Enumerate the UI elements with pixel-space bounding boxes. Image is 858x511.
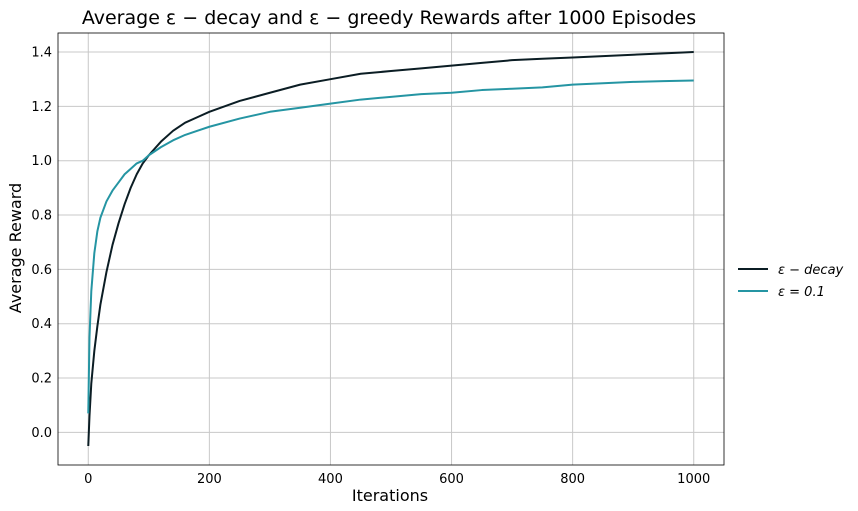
x-tick-label: 200: [197, 472, 222, 487]
x-tick-label: 1000: [677, 472, 710, 487]
y-tick-label: 0.2: [31, 372, 52, 387]
y-tick-label: 1.2: [31, 100, 52, 115]
y-axis-label: Average Reward: [6, 183, 25, 313]
x-tick-label: 400: [318, 472, 343, 487]
plot-area-frame: [57, 32, 725, 466]
legend: ε − decay ε = 0.1: [738, 263, 844, 300]
y-tick-label: 0.4: [31, 317, 52, 332]
chart-title: Average ε − decay and ε − greedy Rewards…: [82, 7, 696, 29]
legend-label-1: ε − decay: [778, 263, 844, 278]
x-tick-label: 600: [439, 472, 464, 487]
y-tick-label: 0.6: [31, 263, 52, 278]
series-line-1: [87, 51, 694, 447]
x-axis-label: Iterations: [352, 486, 428, 505]
series-layer: [87, 51, 694, 447]
x-tick-label: 0: [84, 472, 92, 487]
tick-labels: 0 200 400 600 800 1000 0.0 0.2 0.4 0.6 0.8 1.0 1.2 1.…: [31, 46, 710, 487]
series-line-2: [87, 79, 694, 414]
grid-layer: [58, 33, 724, 465]
y-tick-label: 0.0: [31, 426, 52, 441]
y-tick-label: 1.4: [31, 46, 52, 61]
y-tick-label: 1.0: [31, 154, 52, 169]
x-tick-label: 800: [560, 472, 585, 487]
legend-label-2: ε = 0.1: [778, 285, 825, 300]
y-tick-label: 0.8: [31, 209, 52, 224]
